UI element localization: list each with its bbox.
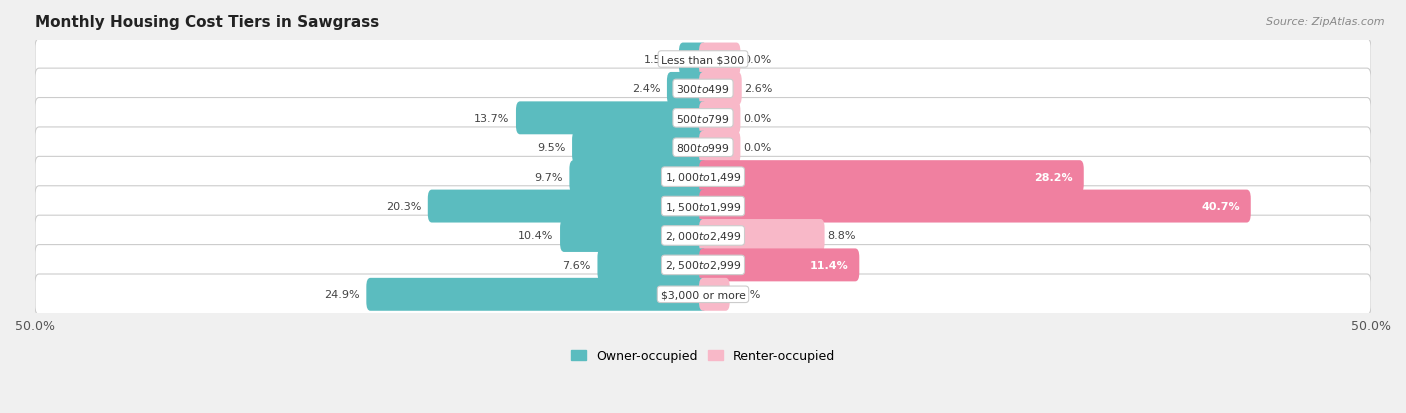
Text: 1.5%: 1.5% <box>644 55 672 65</box>
Text: $1,500 to $1,999: $1,500 to $1,999 <box>665 200 741 213</box>
Text: 11.4%: 11.4% <box>810 260 849 270</box>
Text: Monthly Housing Cost Tiers in Sawgrass: Monthly Housing Cost Tiers in Sawgrass <box>35 15 380 30</box>
Text: Less than $300: Less than $300 <box>661 55 745 65</box>
Text: 28.2%: 28.2% <box>1035 172 1073 182</box>
FancyBboxPatch shape <box>35 216 1371 256</box>
FancyBboxPatch shape <box>35 69 1371 109</box>
Text: $500 to $799: $500 to $799 <box>676 113 730 125</box>
Text: 24.9%: 24.9% <box>323 290 360 299</box>
FancyBboxPatch shape <box>569 161 707 194</box>
Text: 7.6%: 7.6% <box>562 260 591 270</box>
FancyBboxPatch shape <box>699 102 741 135</box>
FancyBboxPatch shape <box>35 40 1371 80</box>
FancyBboxPatch shape <box>427 190 707 223</box>
FancyBboxPatch shape <box>35 245 1371 285</box>
Text: Source: ZipAtlas.com: Source: ZipAtlas.com <box>1267 17 1385 26</box>
FancyBboxPatch shape <box>699 43 741 76</box>
Text: $800 to $999: $800 to $999 <box>676 142 730 154</box>
Text: $2,500 to $2,999: $2,500 to $2,999 <box>665 259 741 272</box>
Text: 1.7%: 1.7% <box>733 290 761 299</box>
Text: 0.0%: 0.0% <box>744 55 772 65</box>
FancyBboxPatch shape <box>560 219 707 252</box>
Text: 9.5%: 9.5% <box>537 143 565 153</box>
Text: $1,000 to $1,499: $1,000 to $1,499 <box>665 171 741 184</box>
FancyBboxPatch shape <box>516 102 707 135</box>
FancyBboxPatch shape <box>699 278 730 311</box>
Text: $2,000 to $2,499: $2,000 to $2,499 <box>665 230 741 242</box>
FancyBboxPatch shape <box>572 131 707 164</box>
FancyBboxPatch shape <box>699 131 741 164</box>
Text: 10.4%: 10.4% <box>517 231 554 241</box>
Text: 2.6%: 2.6% <box>744 84 773 94</box>
Text: 40.7%: 40.7% <box>1202 202 1240 211</box>
FancyBboxPatch shape <box>679 43 707 76</box>
Text: $3,000 or more: $3,000 or more <box>661 290 745 299</box>
FancyBboxPatch shape <box>367 278 707 311</box>
Text: 8.8%: 8.8% <box>827 231 856 241</box>
FancyBboxPatch shape <box>699 249 859 282</box>
FancyBboxPatch shape <box>35 98 1371 139</box>
Text: 0.0%: 0.0% <box>744 143 772 153</box>
Text: 9.7%: 9.7% <box>534 172 562 182</box>
FancyBboxPatch shape <box>35 128 1371 168</box>
Legend: Owner-occupied, Renter-occupied: Owner-occupied, Renter-occupied <box>567 344 839 368</box>
Text: 2.4%: 2.4% <box>631 84 661 94</box>
FancyBboxPatch shape <box>35 157 1371 197</box>
Text: 0.0%: 0.0% <box>744 114 772 123</box>
FancyBboxPatch shape <box>666 73 707 106</box>
Text: 13.7%: 13.7% <box>474 114 509 123</box>
FancyBboxPatch shape <box>35 186 1371 227</box>
FancyBboxPatch shape <box>699 219 824 252</box>
FancyBboxPatch shape <box>699 190 1251 223</box>
FancyBboxPatch shape <box>699 161 1084 194</box>
FancyBboxPatch shape <box>35 274 1371 315</box>
Text: 20.3%: 20.3% <box>385 202 422 211</box>
FancyBboxPatch shape <box>598 249 707 282</box>
Text: $300 to $499: $300 to $499 <box>676 83 730 95</box>
FancyBboxPatch shape <box>699 73 742 106</box>
